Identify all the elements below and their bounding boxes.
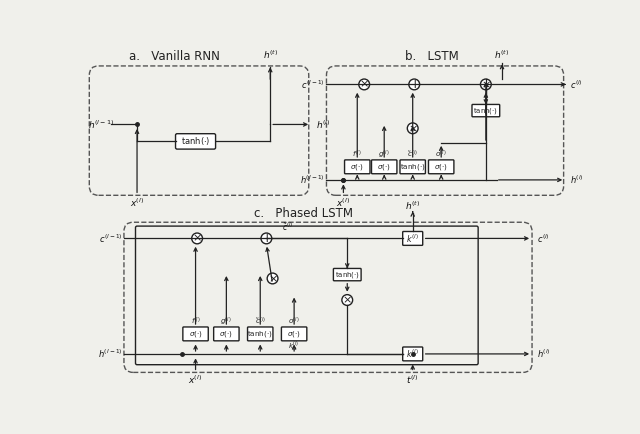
FancyBboxPatch shape [403,347,422,361]
Text: $\sigma(\cdot)$: $\sigma(\cdot)$ [287,329,301,339]
Text: $k^{(l)}$: $k^{(l)}$ [406,232,419,245]
Text: $k_o^{(l)}$: $k_o^{(l)}$ [289,339,300,353]
Text: $h^{(t)}$: $h^{(t)}$ [405,199,420,211]
Text: c.   Phased LSTM: c. Phased LSTM [254,207,353,220]
FancyBboxPatch shape [282,327,307,341]
Circle shape [407,123,418,134]
Text: $\times$: $\times$ [268,274,278,284]
Circle shape [342,295,353,306]
Text: $\sigma(\cdot)$: $\sigma(\cdot)$ [189,329,202,339]
Text: $k^{(l)}$: $k^{(l)}$ [406,348,419,360]
Circle shape [481,79,492,90]
Text: $+$: $+$ [260,232,272,245]
Text: $x^{(l)}$: $x^{(l)}$ [130,197,144,209]
Text: $\sigma(\cdot)$: $\sigma(\cdot)$ [350,162,364,172]
Text: $\tilde{c}^{(l)}$: $\tilde{c}^{(l)}$ [407,149,418,160]
Text: $g^{(l)}$: $g^{(l)}$ [378,148,390,161]
FancyBboxPatch shape [175,134,216,149]
Text: $x^{(l)}$: $x^{(l)}$ [188,374,203,386]
Text: $\sigma(\cdot)$: $\sigma(\cdot)$ [377,162,391,172]
Text: $\tanh(\cdot)$: $\tanh(\cdot)$ [181,135,211,148]
Circle shape [409,79,420,90]
Text: $c^{(l)}$: $c^{(l)}$ [538,232,550,245]
FancyBboxPatch shape [472,105,500,117]
Text: $c^{(l)}$: $c^{(l)}$ [570,78,582,91]
Text: $h^{(t)}$: $h^{(t)}$ [262,49,278,61]
FancyBboxPatch shape [400,160,426,174]
Text: $\times$: $\times$ [359,79,369,89]
Text: $\tanh(\cdot)$: $\tanh(\cdot)$ [474,105,499,115]
Text: $\tanh(\cdot)$: $\tanh(\cdot)$ [247,329,273,339]
Text: $\tilde{c}^{(l)}$: $\tilde{c}^{(l)}$ [255,316,266,327]
Text: $\times$: $\times$ [408,124,417,134]
Text: $h^{(l)}$: $h^{(l)}$ [570,174,584,186]
Text: $f^{(l)}$: $f^{(l)}$ [353,149,362,160]
Text: $c^{(l-1)}$: $c^{(l-1)}$ [99,232,122,245]
Text: b.   LSTM: b. LSTM [405,50,459,63]
Text: $f^{(l)}$: $f^{(l)}$ [191,316,200,327]
Text: $h^{(l)}$: $h^{(l)}$ [538,348,551,360]
Text: $h^{(l-1)}$: $h^{(l-1)}$ [88,118,114,131]
Text: a.   Vanilla RNN: a. Vanilla RNN [129,50,220,63]
Text: $o^{(l)}$: $o^{(l)}$ [435,149,447,160]
Text: $\times$: $\times$ [192,233,202,243]
Text: $h^{(l)}$: $h^{(l)}$ [316,118,331,131]
Text: $\sigma(\cdot)$: $\sigma(\cdot)$ [220,329,234,339]
Text: $o^{(l)}$: $o^{(l)}$ [288,316,300,327]
Text: $t^{(l)}$: $t^{(l)}$ [406,374,419,386]
Text: $\tanh(\cdot)$: $\tanh(\cdot)$ [400,162,426,172]
FancyBboxPatch shape [183,327,208,341]
Circle shape [192,233,202,244]
Text: $h^{(t)}$: $h^{(t)}$ [494,49,509,61]
Text: $\sigma(\cdot)$: $\sigma(\cdot)$ [434,162,448,172]
FancyBboxPatch shape [344,160,370,174]
FancyBboxPatch shape [214,327,239,341]
FancyBboxPatch shape [429,160,454,174]
Circle shape [359,79,369,90]
Text: $g^{(l)}$: $g^{(l)}$ [220,316,232,328]
Circle shape [267,273,278,284]
FancyBboxPatch shape [333,269,361,281]
Text: $\times$: $\times$ [342,295,352,306]
Text: $x^{(l)}$: $x^{(l)}$ [336,197,351,209]
Text: $h^{(l-1)}$: $h^{(l-1)}$ [300,174,325,186]
FancyBboxPatch shape [371,160,397,174]
Text: $\tilde{c}^{(l)}$: $\tilde{c}^{(l)}$ [282,220,293,233]
Text: $\times$: $\times$ [481,79,491,90]
FancyBboxPatch shape [248,327,273,341]
Text: $+$: $+$ [408,78,420,91]
Text: $c^{(l-1)}$: $c^{(l-1)}$ [301,78,325,91]
Text: $h^{(l-1)}$: $h^{(l-1)}$ [98,348,122,360]
FancyBboxPatch shape [403,231,422,245]
Text: $\tanh(\cdot)$: $\tanh(\cdot)$ [335,270,360,279]
Circle shape [261,233,272,244]
